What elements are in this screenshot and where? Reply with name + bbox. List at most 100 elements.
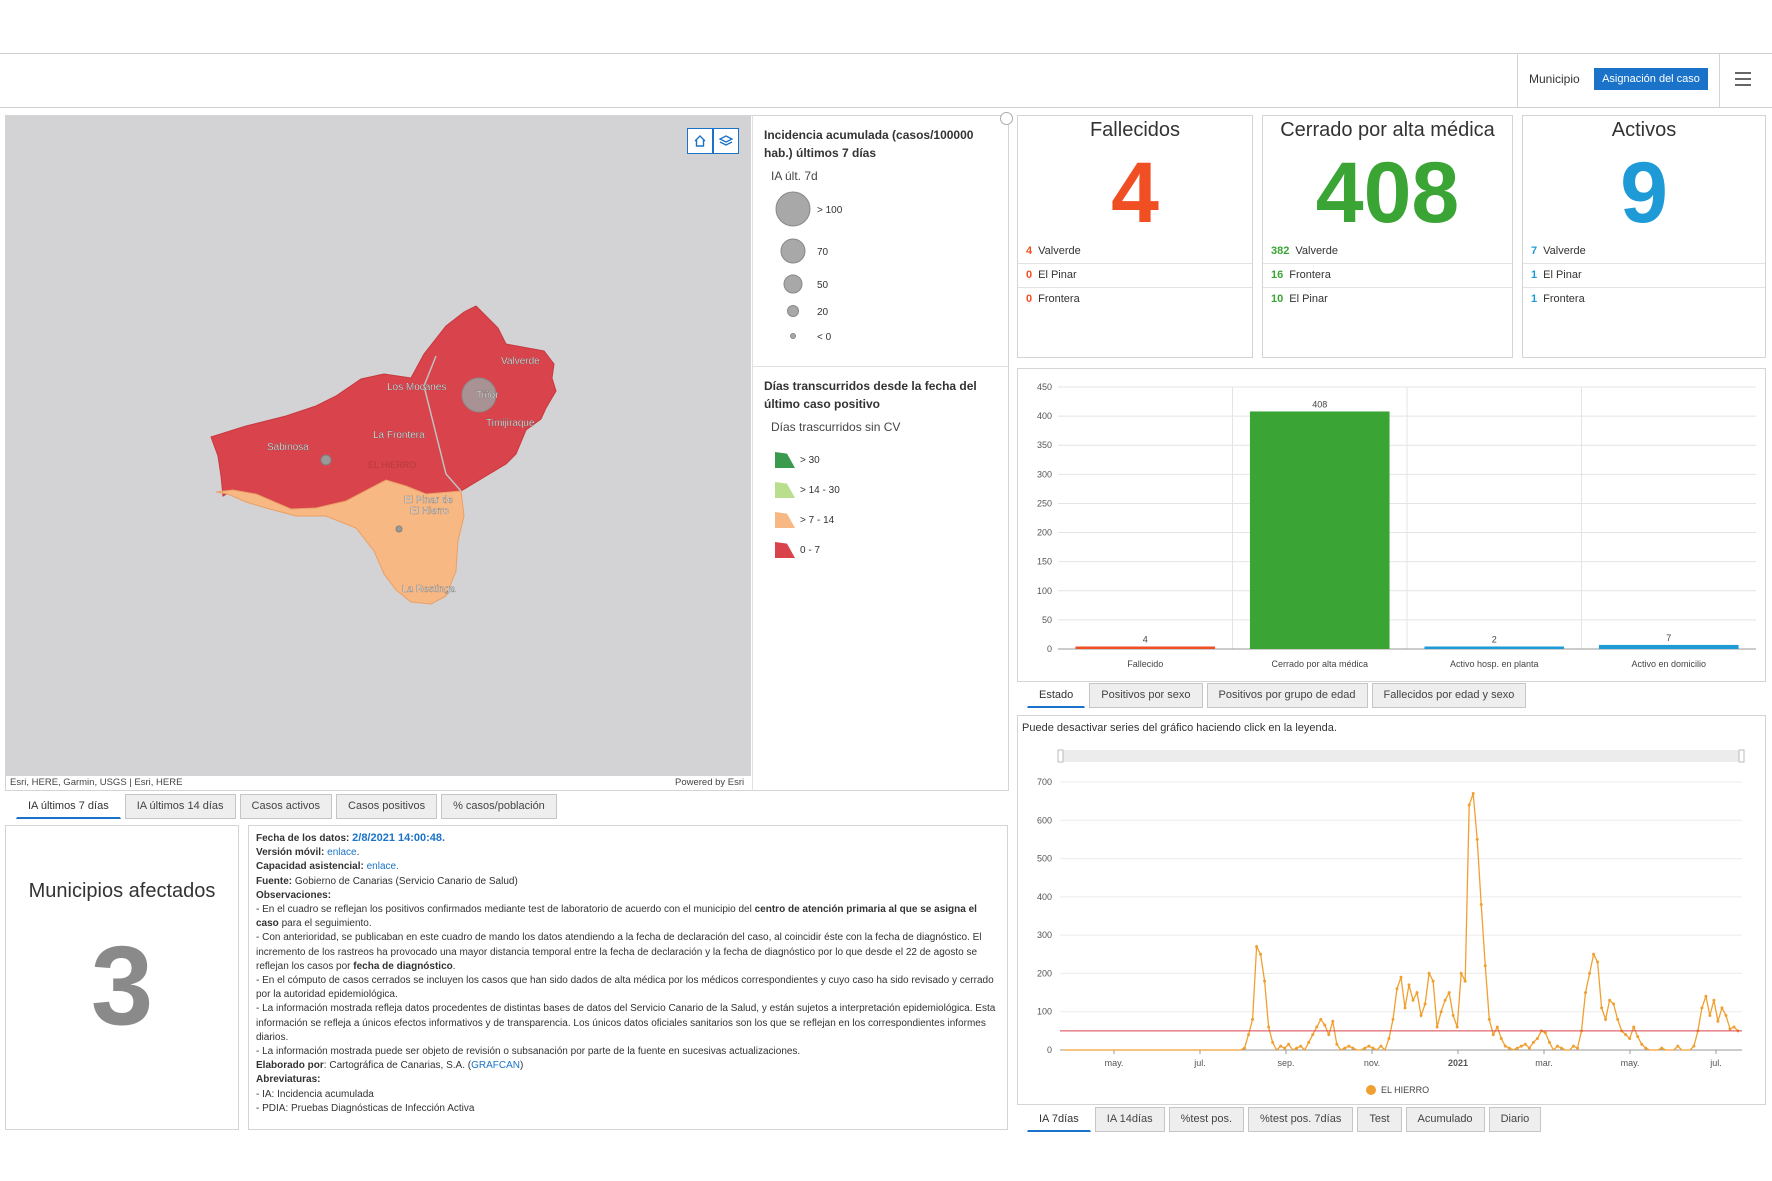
bar (1075, 646, 1216, 649)
grafcan-link[interactable]: GRAFCAN (471, 1060, 520, 1072)
data-point (1443, 998, 1447, 1002)
y-tick-label: 0 (1047, 1045, 1052, 1055)
tab-fallecidos-edad-sexo[interactable]: Fallecidos por edad y sexo (1371, 683, 1527, 708)
expand-icon[interactable] (1000, 112, 1013, 125)
tab-ia-14dias[interactable]: IA 14días (1094, 1107, 1165, 1132)
swatch-icon (775, 512, 795, 528)
data-point (1584, 991, 1588, 995)
map-region-red[interactable] (210, 305, 557, 510)
map-region-orange[interactable] (215, 479, 465, 605)
fecha-label: Fecha de los datos: (256, 833, 350, 844)
data-point (1616, 1017, 1620, 1021)
x-tick-label: Fallecido (1127, 659, 1163, 669)
data-point (1271, 1040, 1275, 1044)
tab-positivos-edad[interactable]: Positivos por grupo de edad (1206, 683, 1368, 708)
data-point (1535, 1037, 1539, 1041)
data-point (1427, 971, 1431, 975)
data-point (1311, 1033, 1315, 1037)
legend-swatch (1366, 1085, 1376, 1095)
tab-acumulado[interactable]: Acumulado (1405, 1107, 1485, 1132)
data-point (1351, 1046, 1355, 1050)
tab-ia-7dias[interactable]: IA 7días (1027, 1107, 1091, 1132)
obs-text: para el seguimiento. (281, 918, 372, 930)
map-powered-by[interactable]: Powered by Esri (675, 777, 745, 788)
version-link[interactable]: enlace (327, 847, 357, 859)
map-symbol-small[interactable] (320, 454, 332, 466)
data-point (1423, 1002, 1427, 1006)
data-point (1283, 1046, 1287, 1050)
abrev-item: - IA: Incidencia acumulada (256, 1088, 374, 1100)
data-point (1527, 1046, 1531, 1050)
list-item-name: Frontera (1543, 293, 1585, 305)
days-legend-label: > 14 - 30 (800, 484, 840, 496)
tab-casos-positivos[interactable]: Casos positivos (336, 794, 438, 819)
range-slider-track (1060, 750, 1742, 762)
data-point (1447, 991, 1451, 995)
y-tick-label: 200 (1037, 528, 1052, 538)
ia-legend-symbols: > 100 70 50 20 < 0 (775, 191, 843, 343)
data-point (1724, 1014, 1728, 1018)
capacidad-label: Capacidad asistencial: (256, 861, 364, 873)
data-point (1299, 1044, 1303, 1048)
asignacion-caso-button[interactable]: Asignación del caso (1594, 68, 1708, 90)
map-canvas[interactable]: Valverde Los Mocanes Tiñor Timijiraque L… (6, 116, 751, 776)
data-point (1451, 1014, 1455, 1018)
tab-ia-14[interactable]: IA últimos 14 días (124, 794, 236, 819)
tab-estado[interactable]: Estado (1027, 683, 1086, 708)
header-divider-2 (1719, 54, 1720, 107)
tab-test[interactable]: Test (1357, 1107, 1402, 1132)
data-point (1331, 1019, 1335, 1023)
data-point (1379, 1044, 1383, 1048)
indicator-list: 382 Valverde 16 Frontera 10 El Pinar (1263, 240, 1512, 311)
elab-value: : Cartográfica de Canarias, S.A. ( (323, 1060, 472, 1072)
data-point (1588, 971, 1592, 975)
data-point (1608, 998, 1612, 1002)
line-chart-panel: Puede desactivar series del gráfico haci… (1017, 715, 1766, 1105)
tab-positivos-sexo[interactable]: Positivos por sexo (1089, 683, 1203, 708)
menu-icon[interactable] (1735, 72, 1751, 86)
tab-casos-poblacion[interactable]: % casos/población (441, 794, 557, 819)
data-point (1399, 975, 1403, 979)
tab-ia-7[interactable]: IA últimos 7 días (16, 794, 121, 819)
line-chart: 0 100 200 300 400 500 600 700 may. jul. sep. nov. 20… (1037, 749, 1745, 1095)
data-point (1624, 1033, 1628, 1037)
fuente-label: Fuente: (256, 875, 293, 887)
data-point (1592, 952, 1596, 956)
tab-casos-activos[interactable]: Casos activos (239, 794, 333, 819)
list-item-name: El Pinar (1038, 269, 1077, 281)
municipio-toggle[interactable]: Municipio (1529, 72, 1580, 86)
data-point (1660, 1046, 1664, 1050)
y-tick-label: 0 (1047, 644, 1052, 654)
data-point (1343, 1046, 1347, 1050)
obs-text: - La información mostrada puede ser obje… (256, 1046, 801, 1058)
map-symbol-dot[interactable] (395, 525, 403, 533)
data-point (1323, 1023, 1327, 1027)
data-point (1279, 1044, 1283, 1048)
data-point (1371, 1046, 1375, 1050)
data-point (1367, 1044, 1371, 1048)
capacidad-link[interactable]: enlace. (366, 861, 399, 873)
obs-text: - En el cómputo de casos cerrados se inc… (256, 975, 994, 1001)
days-legend-item: > 30 (775, 445, 840, 475)
map-attribution[interactable]: Esri, HERE, Garmin, USGS | Esri, HERE (10, 777, 183, 788)
tab-test-pos-7dias[interactable]: %test pos. 7días (1248, 1107, 1354, 1132)
map-symbol-large[interactable] (461, 377, 497, 413)
info-text: Fecha de los datos: 2/8/2021 14:00:48. V… (248, 825, 1008, 1130)
data-point (1531, 1040, 1535, 1044)
data-point (1596, 960, 1600, 964)
tab-diario[interactable]: Diario (1488, 1107, 1542, 1132)
data-point (1708, 1014, 1712, 1018)
data-point (1251, 1017, 1255, 1021)
data-point (1243, 1046, 1247, 1050)
days-legend-subtitle: Días trascurridos sin CV (771, 420, 901, 434)
home-icon[interactable] (687, 128, 713, 154)
list-item-name: Valverde (1295, 245, 1338, 257)
data-point (1559, 1046, 1563, 1050)
data-point (1407, 983, 1411, 987)
layers-icon[interactable] (713, 128, 739, 154)
list-item-count: 0 (1026, 269, 1033, 281)
tab-test-pos[interactable]: %test pos. (1168, 1107, 1244, 1132)
bar-value-label: 4 (1143, 635, 1148, 645)
map-place-label: Los Mocanes (387, 382, 446, 393)
map-municipal-border (423, 355, 462, 492)
